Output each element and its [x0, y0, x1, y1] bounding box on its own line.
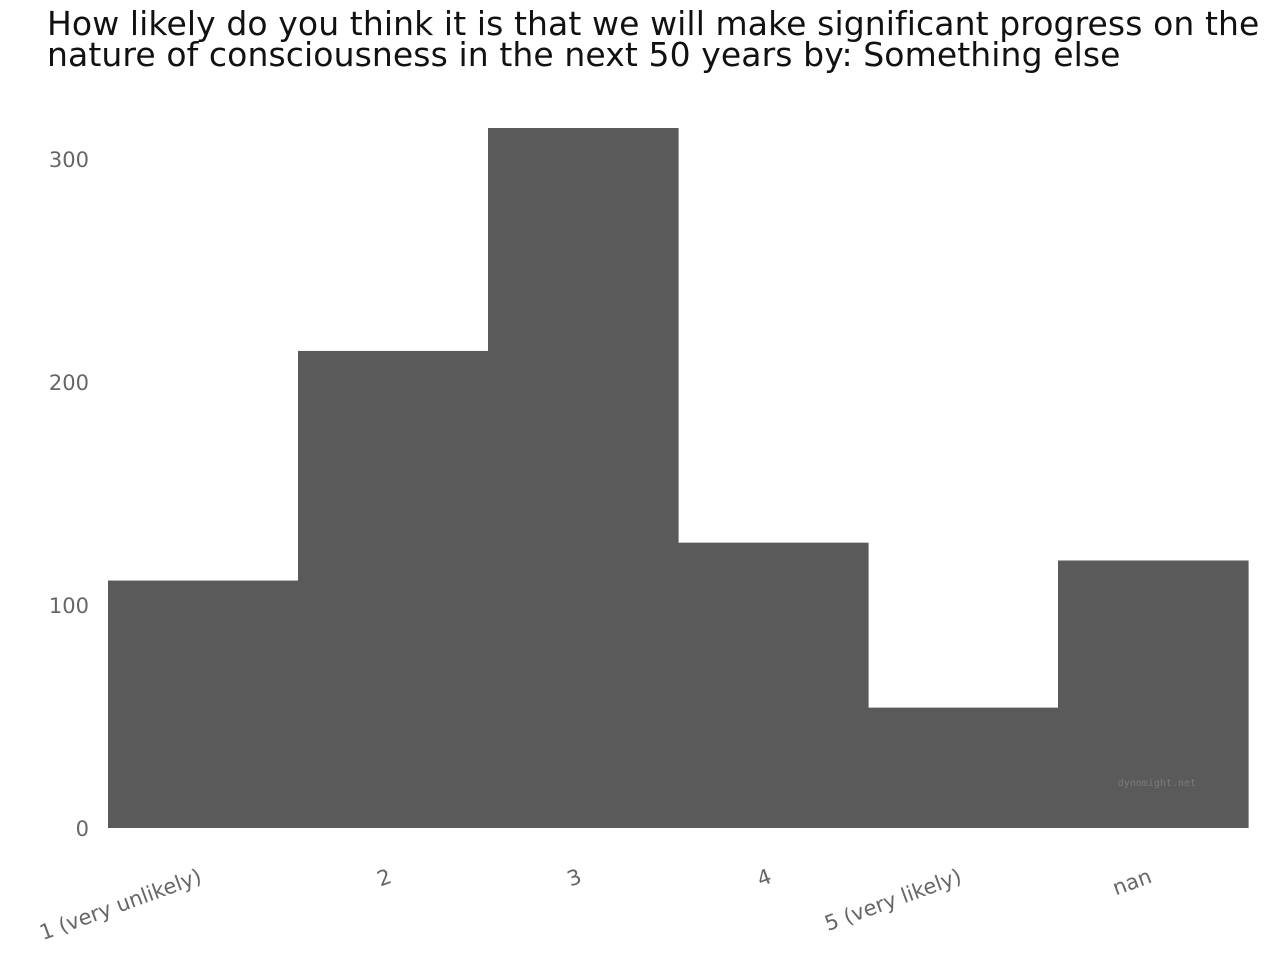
x-tick-label: nan: [1109, 864, 1154, 900]
watermark: dynomight.net: [1118, 778, 1196, 789]
y-tick-label: 100: [49, 594, 89, 618]
bar-6: [1058, 560, 1249, 828]
bar-5: [868, 707, 1059, 828]
bar-2: [298, 350, 489, 828]
x-tick-label: 1 (very unlikely): [36, 864, 204, 945]
x-tick-label: 2: [374, 864, 395, 891]
x-tick-label: 4: [754, 864, 775, 891]
y-tick-label: 0: [76, 817, 89, 841]
x-tick-label: 3: [564, 864, 585, 891]
x-tick-label: 5 (very likely): [821, 864, 964, 936]
y-tick-label: 300: [49, 148, 89, 172]
bar-1: [108, 580, 299, 828]
bar-3: [488, 128, 679, 828]
y-axis-ticks: 0 100 200 300: [49, 148, 89, 841]
y-tick-label: 200: [49, 371, 89, 395]
x-axis-ticks: 1 (very unlikely) 2 3 4 5 (very likely) nan: [36, 864, 1154, 945]
chart-title: How likely do you think it is that we wi…: [47, 4, 1260, 74]
bars-layer: [108, 128, 1249, 828]
bar-4: [678, 542, 869, 828]
